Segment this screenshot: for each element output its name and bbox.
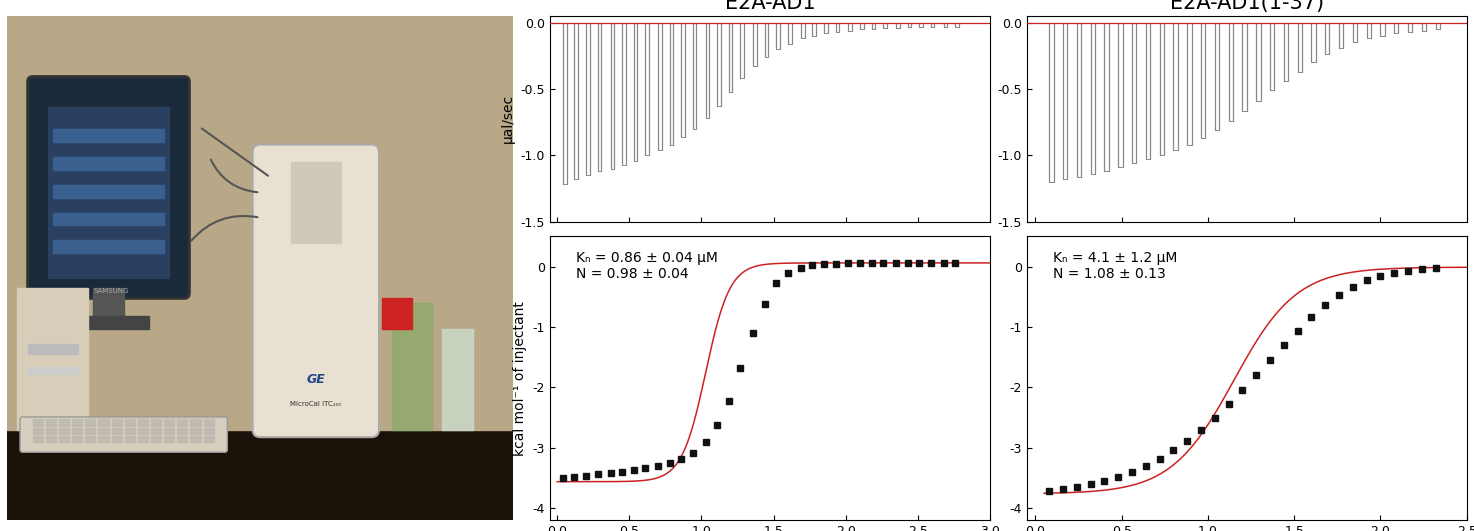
Bar [125, 427, 134, 434]
Bar [85, 427, 96, 434]
Bar [392, 304, 432, 430]
Bar [112, 435, 122, 442]
Bar [32, 419, 43, 426]
Text: Kₙ = 4.1 ± 1.2 μM
N = 1.08 ± 0.13: Kₙ = 4.1 ± 1.2 μM N = 1.08 ± 0.13 [1052, 251, 1178, 281]
Bar [7, 430, 513, 520]
Y-axis label: μal/sec: μal/sec [501, 94, 514, 143]
Bar [139, 435, 147, 442]
Bar [85, 419, 96, 426]
FancyBboxPatch shape [21, 417, 227, 452]
Title: E2A-AD1: E2A-AD1 [725, 0, 815, 13]
Bar [99, 419, 109, 426]
Bar [164, 435, 174, 442]
Bar [150, 435, 161, 442]
Bar [99, 435, 109, 442]
Bar [112, 419, 122, 426]
Title: E2A-AD1(1-37): E2A-AD1(1-37) [1170, 0, 1324, 13]
Bar [177, 419, 187, 426]
Bar [203, 435, 214, 442]
Bar [382, 298, 411, 329]
Bar [47, 107, 170, 278]
Bar [72, 427, 83, 434]
Bar [190, 435, 200, 442]
Bar [177, 427, 187, 434]
Bar [32, 427, 43, 434]
Bar [59, 435, 69, 442]
Bar [46, 435, 56, 442]
Bar [72, 435, 83, 442]
Bar [53, 185, 164, 198]
Bar [177, 435, 187, 442]
Bar [190, 427, 200, 434]
Bar [190, 419, 200, 426]
Bar [28, 344, 78, 354]
Bar [125, 435, 134, 442]
Bar [46, 427, 56, 434]
Bar [59, 427, 69, 434]
Bar [290, 162, 340, 243]
Bar [85, 435, 96, 442]
Bar [18, 288, 88, 430]
Bar [139, 419, 147, 426]
Bar [53, 157, 164, 170]
Bar [72, 419, 83, 426]
Text: GE: GE [307, 373, 326, 386]
Bar [164, 427, 174, 434]
Text: MicroCal iTC₂₀₀: MicroCal iTC₂₀₀ [290, 401, 342, 407]
FancyBboxPatch shape [252, 144, 379, 437]
Text: Kₙ = 0.86 ± 0.04 μM
N = 0.98 ± 0.04: Kₙ = 0.86 ± 0.04 μM N = 0.98 ± 0.04 [576, 251, 718, 281]
FancyBboxPatch shape [28, 76, 189, 298]
Bar [7, 16, 513, 430]
Bar [112, 427, 122, 434]
Bar [150, 419, 161, 426]
Bar [203, 419, 214, 426]
Bar [59, 419, 69, 426]
Bar [99, 427, 109, 434]
Bar [150, 427, 161, 434]
Bar [125, 419, 134, 426]
Bar [93, 288, 124, 319]
Bar [28, 366, 78, 374]
Bar [139, 427, 147, 434]
Bar [442, 329, 473, 430]
Bar [53, 241, 164, 253]
Bar [203, 427, 214, 434]
Bar [32, 435, 43, 442]
Bar [68, 316, 149, 329]
Bar [53, 130, 164, 142]
Bar [46, 419, 56, 426]
Bar [53, 213, 164, 225]
Bar [164, 419, 174, 426]
Text: SAMSUNG: SAMSUNG [93, 288, 128, 294]
Y-axis label: kcal mol⁻¹ of injectant: kcal mol⁻¹ of injectant [513, 301, 528, 456]
